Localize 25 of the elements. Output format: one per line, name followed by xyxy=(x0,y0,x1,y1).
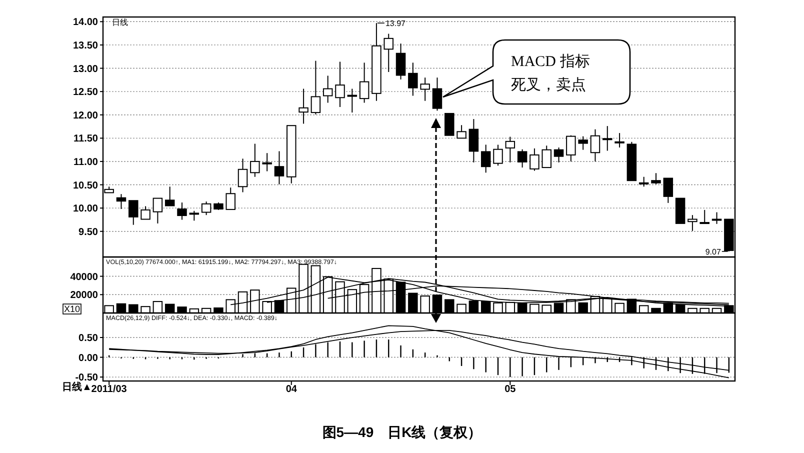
y-tick-label: 0.50 xyxy=(78,333,98,344)
caption: 图5—49 日K线（复权） xyxy=(322,424,482,440)
y-tick-label: 9.50 xyxy=(78,226,98,238)
y-tick-label: 40000 xyxy=(70,272,98,283)
annotation: 13.97 xyxy=(385,19,406,28)
annotation: 日线 xyxy=(112,18,128,27)
x-tick-label: 2011/03 xyxy=(91,384,128,395)
y-tick-label: 12.50 xyxy=(72,87,98,98)
y-tick-label: 14.00 xyxy=(72,17,98,28)
text: 日线▲ xyxy=(62,381,92,393)
text: X10 xyxy=(64,304,80,314)
y-tick-label: 13.00 xyxy=(72,64,98,75)
y-tick-label: 10.50 xyxy=(72,180,98,192)
y-tick-label: 12.00 xyxy=(72,110,98,122)
y-tick-label: 20000 xyxy=(70,290,98,302)
y-tick-label: 13.50 xyxy=(72,40,98,52)
y-tick-label: 10.00 xyxy=(72,204,98,215)
y-tick-label: 0.00 xyxy=(78,352,98,364)
x-tick-label: 05 xyxy=(504,384,516,395)
y-tick-label: 11.50 xyxy=(74,134,98,145)
annotation: MACD 指标 xyxy=(511,53,590,70)
x-tick-label: 04 xyxy=(286,384,298,395)
annotation: 死叉，卖点 xyxy=(511,76,586,94)
annotation: 9.07 xyxy=(705,247,722,256)
y-tick-label: 11.00 xyxy=(74,156,98,168)
